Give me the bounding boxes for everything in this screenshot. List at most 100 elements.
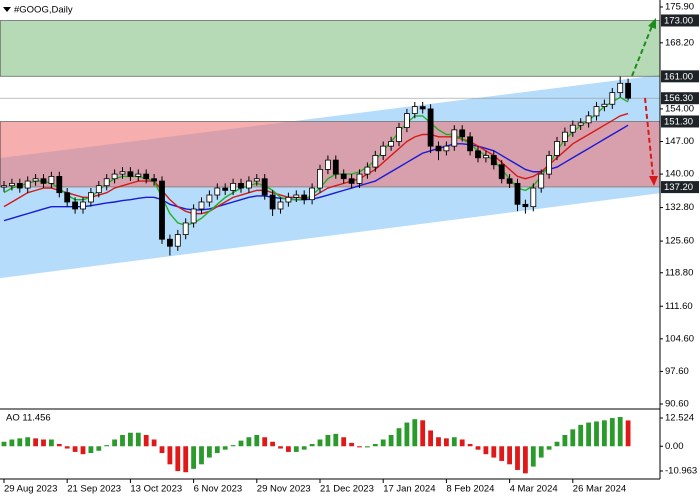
ao-bar — [9, 439, 15, 447]
ao-bar — [41, 439, 46, 447]
ao-bar — [159, 446, 165, 454]
y-tick-label: 175.90 — [665, 1, 694, 12]
ao-bar — [278, 446, 283, 449]
ao-bar — [80, 446, 86, 455]
moving-average — [3, 124, 629, 222]
candle-body — [467, 136, 474, 152]
ao-bar — [523, 446, 528, 474]
candle-body — [48, 175, 55, 184]
ao-bar — [349, 442, 354, 447]
menu-triangle[interactable] — [3, 7, 11, 12]
y-tick-label: 118.80 — [665, 267, 693, 278]
candle-body — [475, 150, 481, 159]
ao-bar — [64, 446, 70, 449]
candle-body — [111, 173, 118, 180]
ao-bar — [128, 432, 133, 447]
candle-body — [253, 178, 260, 182]
candle-body — [530, 187, 537, 208]
ao-bar — [325, 434, 331, 447]
candle-body — [411, 106, 418, 114]
candle-body — [143, 173, 150, 180]
y-tick-label: 97.60 — [665, 366, 689, 377]
candle-body — [498, 164, 505, 180]
ao-bar — [617, 416, 623, 447]
candle-body — [403, 113, 410, 128]
level-box — [661, 70, 699, 83]
y-tick-label: 0.00 — [665, 441, 684, 452]
y-tick-label: 125.60 — [665, 236, 694, 247]
ao-bar — [88, 446, 94, 454]
candle-body — [388, 141, 395, 147]
ao-bar — [404, 422, 410, 447]
ao-bar — [56, 444, 62, 447]
ao-bar — [151, 439, 157, 447]
candle-body — [222, 187, 229, 191]
y-tick-label: 168.20 — [665, 37, 694, 48]
y-tick-label: 12.524 — [665, 413, 694, 424]
up-arrow — [631, 25, 653, 77]
ao-bar — [507, 446, 512, 465]
candle-body — [546, 155, 552, 175]
x-tick-label: 29 Nov 2023 — [257, 484, 311, 495]
ao-bar — [199, 446, 204, 465]
ao-bar — [96, 446, 102, 451]
candle-body — [490, 155, 497, 166]
candle-body — [261, 178, 268, 196]
ao-bar — [222, 446, 228, 450]
ao-bar — [357, 446, 362, 448]
candle-body — [459, 129, 466, 138]
candle-body — [245, 180, 252, 189]
ao-bar — [475, 446, 481, 450]
ao-bar — [120, 434, 125, 447]
x-tick-label: 21 Sep 2023 — [67, 484, 121, 495]
candle-body — [348, 178, 355, 184]
candle-body — [482, 155, 489, 159]
candle-body — [514, 182, 521, 205]
level-label: 151.30 — [664, 116, 693, 127]
candle-body — [80, 201, 86, 210]
candle-body — [72, 201, 78, 210]
candle-body — [554, 141, 560, 156]
candle-body — [285, 196, 292, 203]
candle-body — [103, 178, 110, 187]
y-tick-label: 90.60 — [665, 399, 689, 410]
candle-body — [127, 171, 134, 177]
ao-bar — [594, 421, 599, 447]
ao-bar — [143, 434, 149, 447]
ao-bar — [459, 439, 465, 447]
y-tick-label: 147.00 — [665, 136, 694, 147]
candle-body — [427, 108, 434, 147]
x-tick-label: 4 Mar 2024 — [510, 484, 558, 495]
ao-bar — [49, 439, 54, 447]
y-tick-label: 132.80 — [665, 202, 694, 213]
target-zone — [0, 121, 661, 188]
ao-bar — [254, 434, 260, 447]
ao-bar — [17, 438, 23, 447]
ao-bar — [214, 446, 220, 454]
ao-bar — [380, 439, 386, 447]
ao-bar — [33, 438, 38, 447]
candle-body — [435, 145, 442, 152]
candle-body — [214, 187, 221, 196]
y-tick-label: 104.60 — [665, 333, 694, 344]
candle-body — [609, 92, 616, 105]
ao-bar — [388, 434, 394, 447]
ao-bar — [578, 424, 584, 447]
level-label: 137.20 — [664, 182, 693, 193]
candle-body — [309, 187, 316, 201]
candle-body — [625, 82, 631, 99]
ao-bar — [499, 446, 505, 461]
ao-bar — [372, 444, 378, 447]
ao-bar — [167, 446, 173, 465]
candle-body — [238, 182, 244, 189]
candle-body — [340, 173, 347, 180]
ao-bar — [72, 446, 78, 452]
candle-body — [151, 178, 158, 182]
level-box — [661, 181, 699, 194]
ao-bar — [175, 446, 181, 472]
candle-body — [24, 180, 31, 189]
ao-title: AO 11.456 — [6, 413, 51, 424]
ao-bar — [428, 430, 433, 447]
candle-body — [601, 103, 608, 107]
ao-bar — [530, 446, 536, 467]
